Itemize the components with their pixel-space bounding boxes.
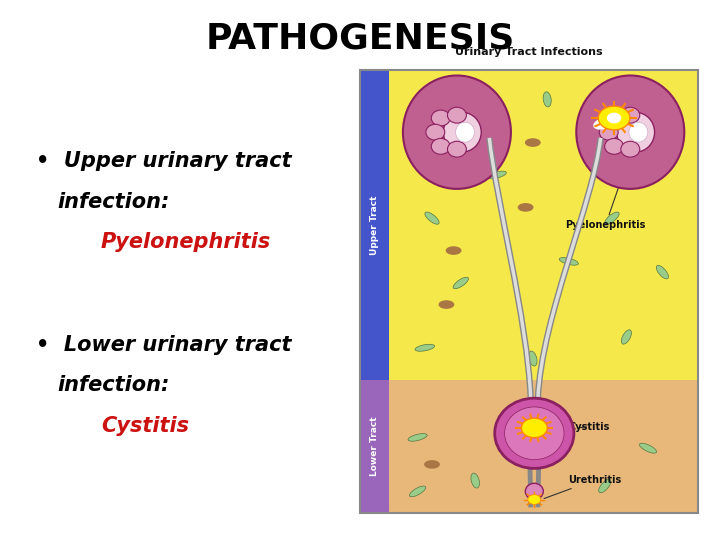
Ellipse shape bbox=[438, 300, 454, 309]
Ellipse shape bbox=[576, 76, 684, 189]
Ellipse shape bbox=[495, 398, 574, 468]
Ellipse shape bbox=[639, 443, 657, 453]
Ellipse shape bbox=[638, 172, 658, 178]
Ellipse shape bbox=[415, 345, 435, 351]
FancyBboxPatch shape bbox=[360, 380, 389, 513]
Ellipse shape bbox=[410, 486, 426, 497]
Text: Upper Tract: Upper Tract bbox=[370, 195, 379, 255]
Text: Lower Tract: Lower Tract bbox=[370, 417, 379, 476]
Ellipse shape bbox=[526, 483, 544, 500]
Text: Pyelonephritis: Pyelonephritis bbox=[101, 232, 271, 252]
Ellipse shape bbox=[465, 139, 485, 146]
Ellipse shape bbox=[471, 473, 480, 488]
Ellipse shape bbox=[447, 107, 467, 123]
Ellipse shape bbox=[617, 112, 654, 152]
Ellipse shape bbox=[657, 266, 668, 279]
Text: Cystitis: Cystitis bbox=[101, 416, 189, 436]
Ellipse shape bbox=[599, 480, 611, 492]
Ellipse shape bbox=[453, 277, 469, 289]
Ellipse shape bbox=[426, 124, 445, 140]
Ellipse shape bbox=[456, 122, 474, 142]
Ellipse shape bbox=[447, 141, 467, 157]
Ellipse shape bbox=[543, 92, 552, 107]
Text: •  Lower urinary tract: • Lower urinary tract bbox=[36, 335, 292, 355]
Circle shape bbox=[528, 495, 541, 504]
Ellipse shape bbox=[629, 122, 648, 142]
Text: PATHOGENESIS: PATHOGENESIS bbox=[205, 22, 515, 56]
Ellipse shape bbox=[621, 107, 640, 123]
Ellipse shape bbox=[518, 203, 534, 212]
Ellipse shape bbox=[621, 330, 631, 344]
FancyBboxPatch shape bbox=[360, 70, 698, 380]
Circle shape bbox=[598, 106, 630, 130]
Text: infection:: infection: bbox=[58, 375, 170, 395]
Ellipse shape bbox=[505, 407, 564, 460]
Ellipse shape bbox=[424, 460, 440, 469]
Ellipse shape bbox=[559, 258, 578, 265]
Ellipse shape bbox=[437, 84, 456, 93]
Text: Pyelonephritis: Pyelonephritis bbox=[565, 146, 646, 230]
FancyBboxPatch shape bbox=[360, 70, 389, 380]
Ellipse shape bbox=[654, 106, 671, 114]
Ellipse shape bbox=[403, 76, 511, 189]
Ellipse shape bbox=[425, 212, 439, 224]
Circle shape bbox=[521, 418, 547, 437]
Ellipse shape bbox=[444, 112, 481, 152]
Ellipse shape bbox=[446, 246, 462, 255]
Ellipse shape bbox=[525, 138, 541, 147]
Text: •  Upper urinary tract: • Upper urinary tract bbox=[36, 151, 292, 171]
Ellipse shape bbox=[528, 351, 537, 366]
FancyBboxPatch shape bbox=[360, 380, 698, 513]
Ellipse shape bbox=[487, 171, 506, 179]
Ellipse shape bbox=[605, 138, 624, 154]
Circle shape bbox=[607, 113, 621, 124]
Ellipse shape bbox=[408, 434, 427, 441]
Ellipse shape bbox=[431, 138, 450, 154]
Ellipse shape bbox=[605, 212, 619, 224]
Ellipse shape bbox=[600, 113, 609, 129]
Ellipse shape bbox=[605, 110, 624, 126]
Text: infection:: infection: bbox=[58, 192, 170, 212]
Ellipse shape bbox=[599, 124, 618, 140]
Ellipse shape bbox=[431, 110, 450, 126]
Text: Cystitis: Cystitis bbox=[568, 422, 610, 431]
Ellipse shape bbox=[621, 141, 640, 157]
Text: Urethritis: Urethritis bbox=[544, 475, 621, 498]
Text: Urinary Tract Infections: Urinary Tract Infections bbox=[455, 46, 603, 57]
Ellipse shape bbox=[593, 117, 613, 130]
